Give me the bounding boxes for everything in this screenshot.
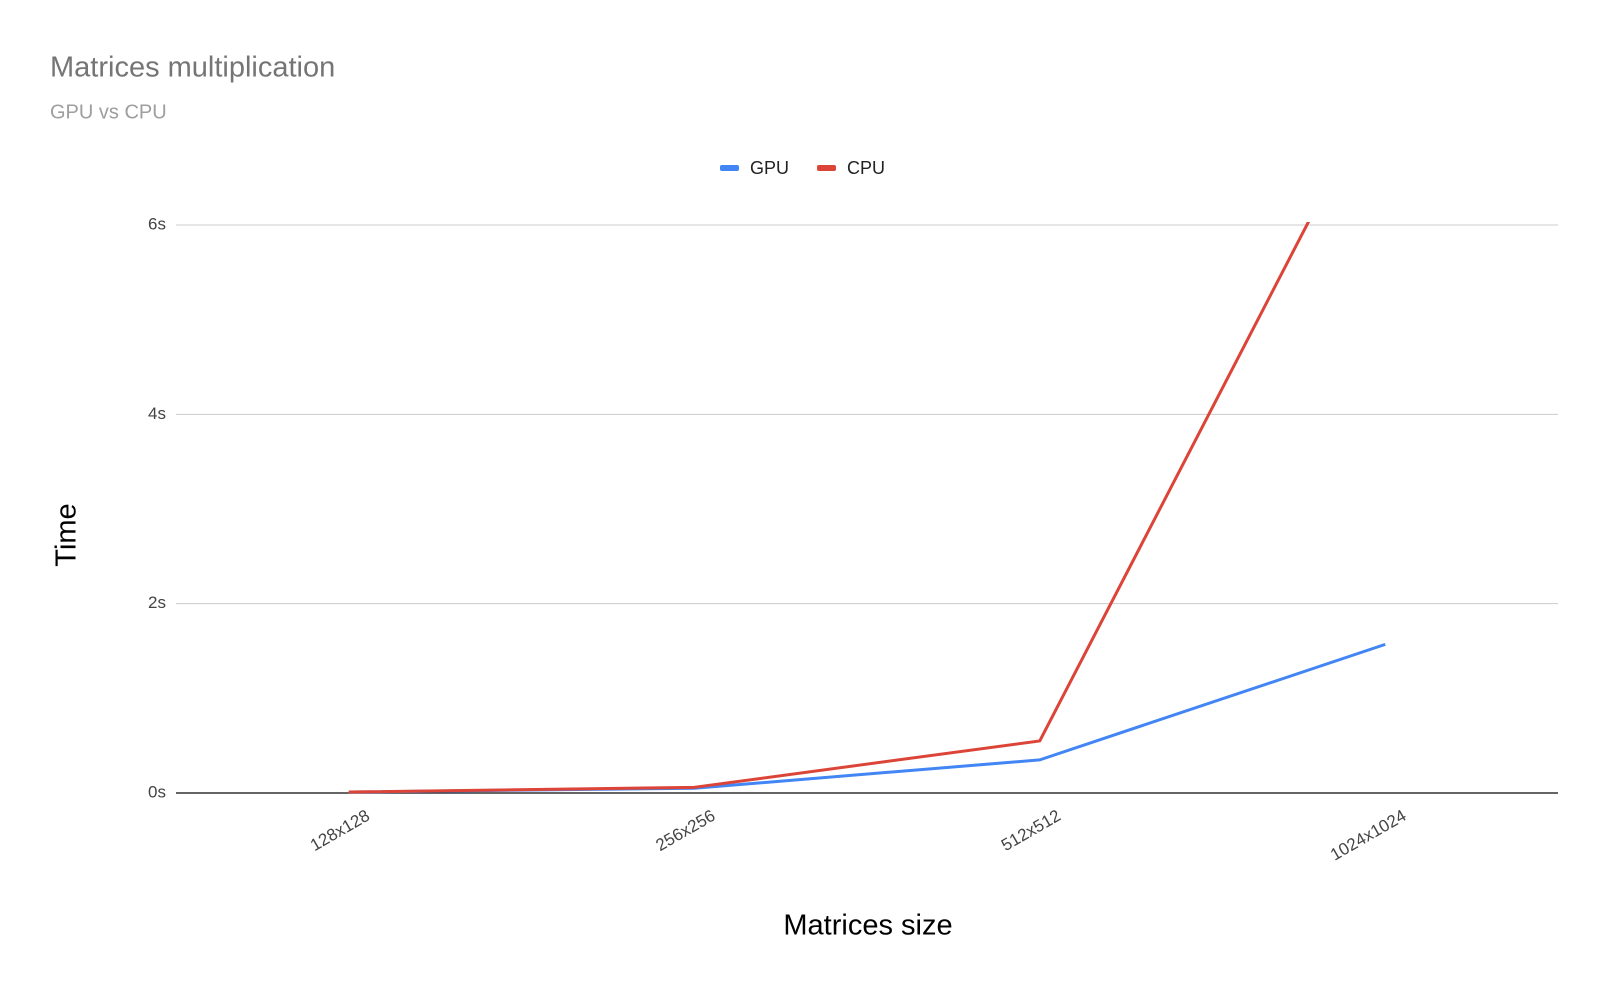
y-tick-label: 0s [148,782,166,801]
y-tick-label: 2s [148,593,166,612]
chart-subtitle: GPU vs CPU [50,101,167,123]
x-tick-label: 256x256 [652,806,718,855]
series-line [348,222,1311,794]
legend-label: CPU [847,158,885,178]
legend-label: GPU [750,158,789,178]
y-tick-label: 6s [148,214,166,233]
chart-title: Matrices multiplication [50,52,335,84]
legend: GPU CPU [720,158,885,178]
x-tick-label: 512x512 [998,806,1064,855]
x-axis-title: Matrices size [783,910,952,942]
x-tick-label: 128x128 [307,806,373,855]
y-tick-label: 4s [148,404,166,423]
legend-swatch [817,165,837,171]
legend-swatch [720,165,739,171]
x-tick-label: 1024x1024 [1327,806,1409,865]
series-line [348,642,1386,794]
y-axis-title: Time [51,503,83,566]
